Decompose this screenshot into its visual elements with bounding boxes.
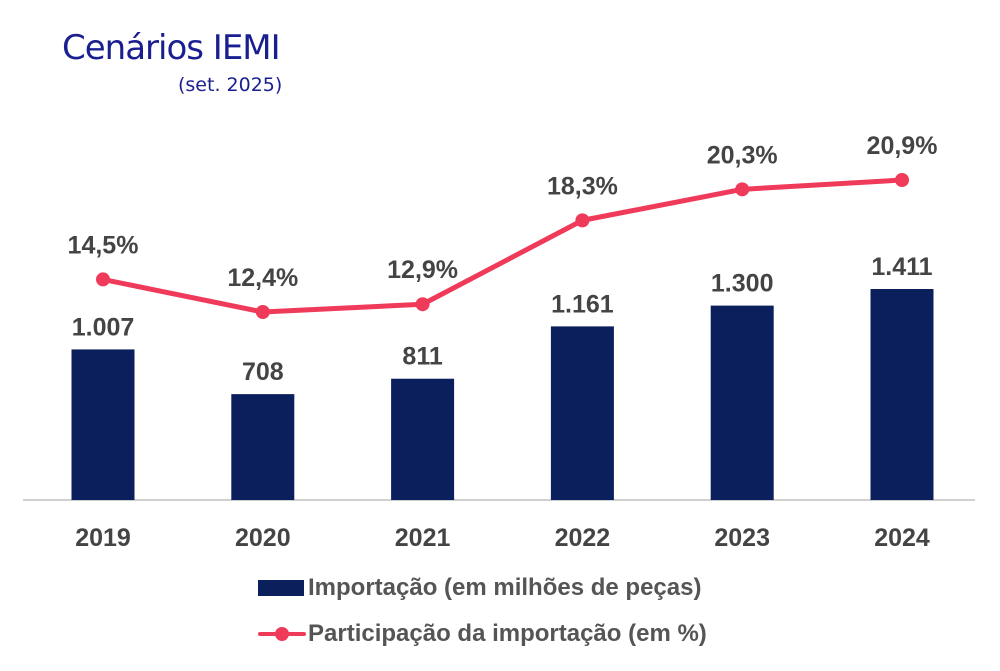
line-label-2024: 20,9% — [867, 132, 938, 160]
legend-item-bars: Importação (em milhões de peças) — [258, 574, 701, 602]
bar-2024 — [870, 289, 934, 500]
x-tick-2020: 2020 — [235, 524, 291, 552]
chart-title: Cenários IEMI — [62, 28, 281, 68]
bar-label-2022: 1.161 — [551, 290, 614, 318]
x-tick-2019: 2019 — [75, 524, 131, 552]
legend-line-swatch — [258, 626, 306, 642]
legend-item-line: Participação da importação (em %) — [258, 620, 707, 648]
line-series — [100, 177, 905, 315]
line-label-2019: 14,5% — [68, 231, 139, 259]
bar-2020 — [231, 394, 295, 500]
bar-label-2021: 811 — [402, 343, 442, 371]
chart-subtitle: (set. 2025) — [178, 74, 283, 96]
line-point-2021 — [415, 297, 430, 312]
bar-label-2024: 1.411 — [871, 253, 932, 281]
line-point-2019 — [96, 272, 110, 287]
x-tick-2022: 2022 — [555, 524, 611, 552]
line-point-2022 — [575, 213, 590, 228]
x-tick-2024: 2024 — [874, 524, 930, 552]
bar-label-2020: 708 — [242, 358, 284, 386]
bar-2022 — [550, 326, 614, 500]
line-label-2020: 12,4% — [227, 264, 298, 292]
x-tick-2021: 2021 — [395, 524, 451, 552]
line-point-2020 — [255, 305, 270, 319]
legend-label-line: Participação da importação (em %) — [308, 620, 707, 647]
line-point-2024 — [895, 173, 909, 187]
legend-label-bars: Importação (em milhões de peças) — [308, 574, 702, 601]
bar-label-2023: 1.300 — [711, 270, 774, 298]
bar-2023 — [710, 305, 774, 500]
line-label-2021: 12,9% — [387, 256, 458, 284]
line-point-2023 — [735, 182, 750, 197]
line-label-2022: 18,3% — [547, 172, 618, 200]
legend-bar-swatch — [258, 580, 304, 596]
bar-label-2019: 1.007 — [72, 313, 135, 341]
bar-2019 — [71, 349, 135, 500]
line-label-2023: 20,3% — [707, 141, 778, 169]
x-tick-2023: 2023 — [714, 524, 770, 552]
bar-2021 — [391, 378, 455, 500]
